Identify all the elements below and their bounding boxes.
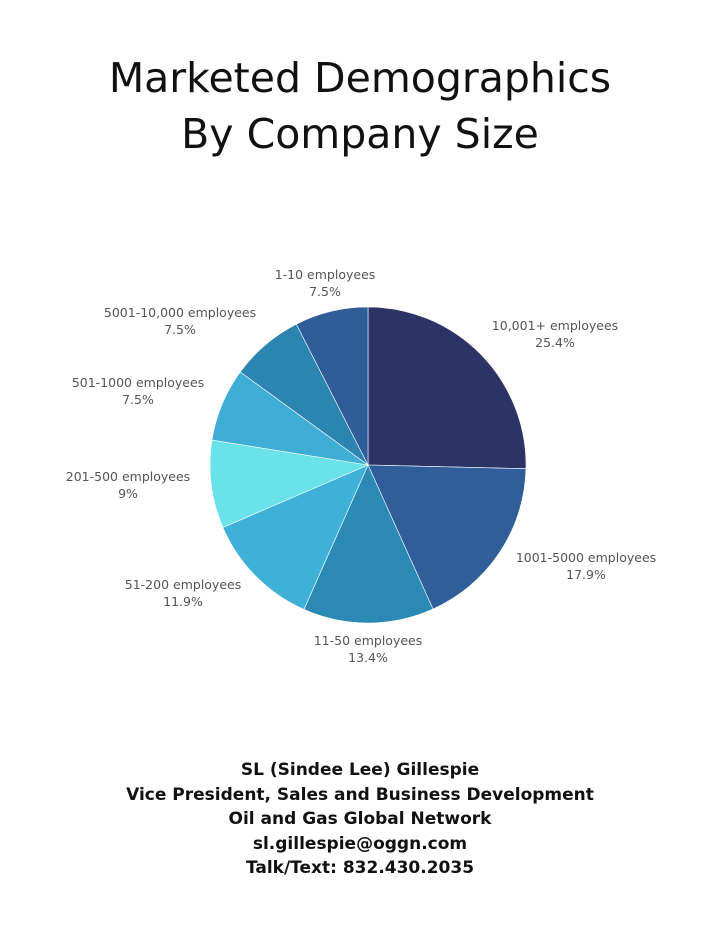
slice-value-label: 7.5% (164, 322, 196, 337)
contact-email[interactable]: sl.gillespie@oggn.com (252, 833, 468, 854)
pie-slice (295, 306, 369, 466)
title-line-1: Marketed Demographics (108, 54, 612, 102)
contact-company: Oil and Gas Global Network (228, 809, 492, 829)
pie-slice (367, 306, 527, 470)
pie-labels: 10,001+ employees 25.4% 1001-5000 employee… (66, 267, 656, 665)
slice-value-label: 11.9% (163, 594, 203, 609)
slice-value-label: 7.5% (122, 392, 154, 407)
slice-label: 10,001+ employees (492, 318, 618, 333)
pie-slice (209, 439, 370, 528)
slice-value-label: 7.5% (309, 284, 341, 299)
slice-value-label: 25.4% (535, 335, 575, 350)
title-line-2: By Company Size (181, 110, 539, 158)
contact-name: SL (Sindee Lee) Gillespie (240, 760, 480, 780)
slice-label: 1001-5000 employees (516, 550, 656, 565)
slice-label: 11-50 employees (314, 633, 423, 648)
slice-value-label: 9% (118, 486, 138, 501)
pie-slice (222, 464, 369, 610)
contact-phone: Talk/Text: 832.430.2035 (245, 858, 475, 878)
pie-slice (303, 464, 434, 624)
page-title: Marketed Demographics By Company Size (0, 50, 720, 162)
slice-label: 5001-10,000 employees (104, 305, 256, 320)
slice-value-label: 17.9% (566, 567, 606, 582)
contact-block: SL (Sindee Lee) Gillespie Vice President… (0, 758, 720, 881)
contact-role: Vice President, Sales and Business Devel… (126, 784, 594, 805)
pie-slice (367, 464, 527, 610)
slice-label: 51-200 employees (125, 577, 241, 592)
slice-label: 1-10 employees (275, 267, 376, 282)
pie-chart: 10,001+ employees 25.4% 1001-5000 employee… (66, 267, 656, 665)
slice-label: 201-500 employees (66, 469, 190, 484)
slice-value-label: 13.4% (348, 650, 388, 665)
slice-label: 501-1000 employees (72, 375, 204, 390)
pie-slices (209, 306, 527, 624)
